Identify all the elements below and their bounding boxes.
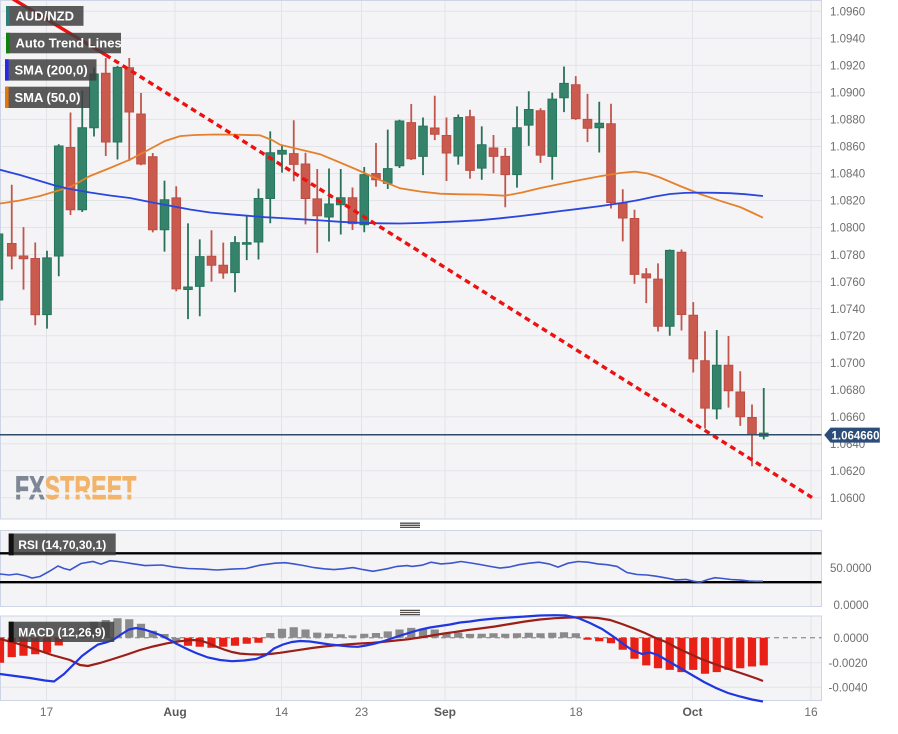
- svg-text:1.0620: 1.0620: [830, 466, 865, 478]
- svg-text:1.0720: 1.0720: [830, 331, 865, 343]
- svg-text:50.0000: 50.0000: [830, 563, 872, 575]
- svg-text:-0.0020: -0.0020: [829, 658, 868, 670]
- svg-text:1.0800: 1.0800: [830, 223, 865, 235]
- svg-text:0.0000: 0.0000: [834, 600, 869, 612]
- svg-text:1.0760: 1.0760: [830, 277, 865, 289]
- svg-text:1.0820: 1.0820: [830, 196, 865, 208]
- svg-text:SMA (50,0): SMA (50,0): [15, 90, 81, 105]
- svg-text:1.0960: 1.0960: [830, 7, 865, 19]
- svg-text:16: 16: [804, 705, 818, 719]
- svg-text:1.0600: 1.0600: [830, 493, 865, 505]
- svg-text:1.0700: 1.0700: [830, 358, 865, 370]
- svg-text:SMA (200,0): SMA (200,0): [15, 63, 88, 78]
- svg-text:Auto Trend Lines: Auto Trend Lines: [16, 36, 122, 51]
- svg-text:-0.0040: -0.0040: [829, 683, 868, 695]
- svg-text:1.0900: 1.0900: [830, 88, 865, 100]
- svg-text:AUD/NZD: AUD/NZD: [16, 9, 75, 24]
- svg-text:1.0840: 1.0840: [830, 169, 865, 181]
- svg-text:FXSTREET: FXSTREET: [15, 470, 137, 506]
- svg-text:0.0000: 0.0000: [834, 633, 869, 645]
- svg-text:Aug: Aug: [163, 705, 186, 719]
- svg-text:23: 23: [355, 705, 369, 719]
- svg-text:Oct: Oct: [682, 705, 702, 719]
- svg-text:1.0680: 1.0680: [830, 385, 865, 397]
- svg-text:MACD (12,26,9): MACD (12,26,9): [18, 625, 105, 639]
- svg-text:18: 18: [569, 705, 583, 719]
- svg-text:1.064660: 1.064660: [832, 430, 880, 442]
- svg-text:1.0780: 1.0780: [830, 250, 865, 262]
- svg-text:1.0660: 1.0660: [830, 412, 865, 424]
- svg-text:Sep: Sep: [434, 705, 456, 719]
- svg-text:1.0860: 1.0860: [830, 142, 865, 154]
- svg-text:17: 17: [40, 705, 54, 719]
- svg-text:14: 14: [275, 705, 289, 719]
- svg-text:1.0940: 1.0940: [830, 34, 865, 46]
- svg-text:1.0740: 1.0740: [830, 304, 865, 316]
- svg-text:1.0880: 1.0880: [830, 115, 865, 127]
- svg-text:RSI (14,70,30,1): RSI (14,70,30,1): [18, 538, 106, 552]
- svg-text:1.0920: 1.0920: [830, 61, 865, 73]
